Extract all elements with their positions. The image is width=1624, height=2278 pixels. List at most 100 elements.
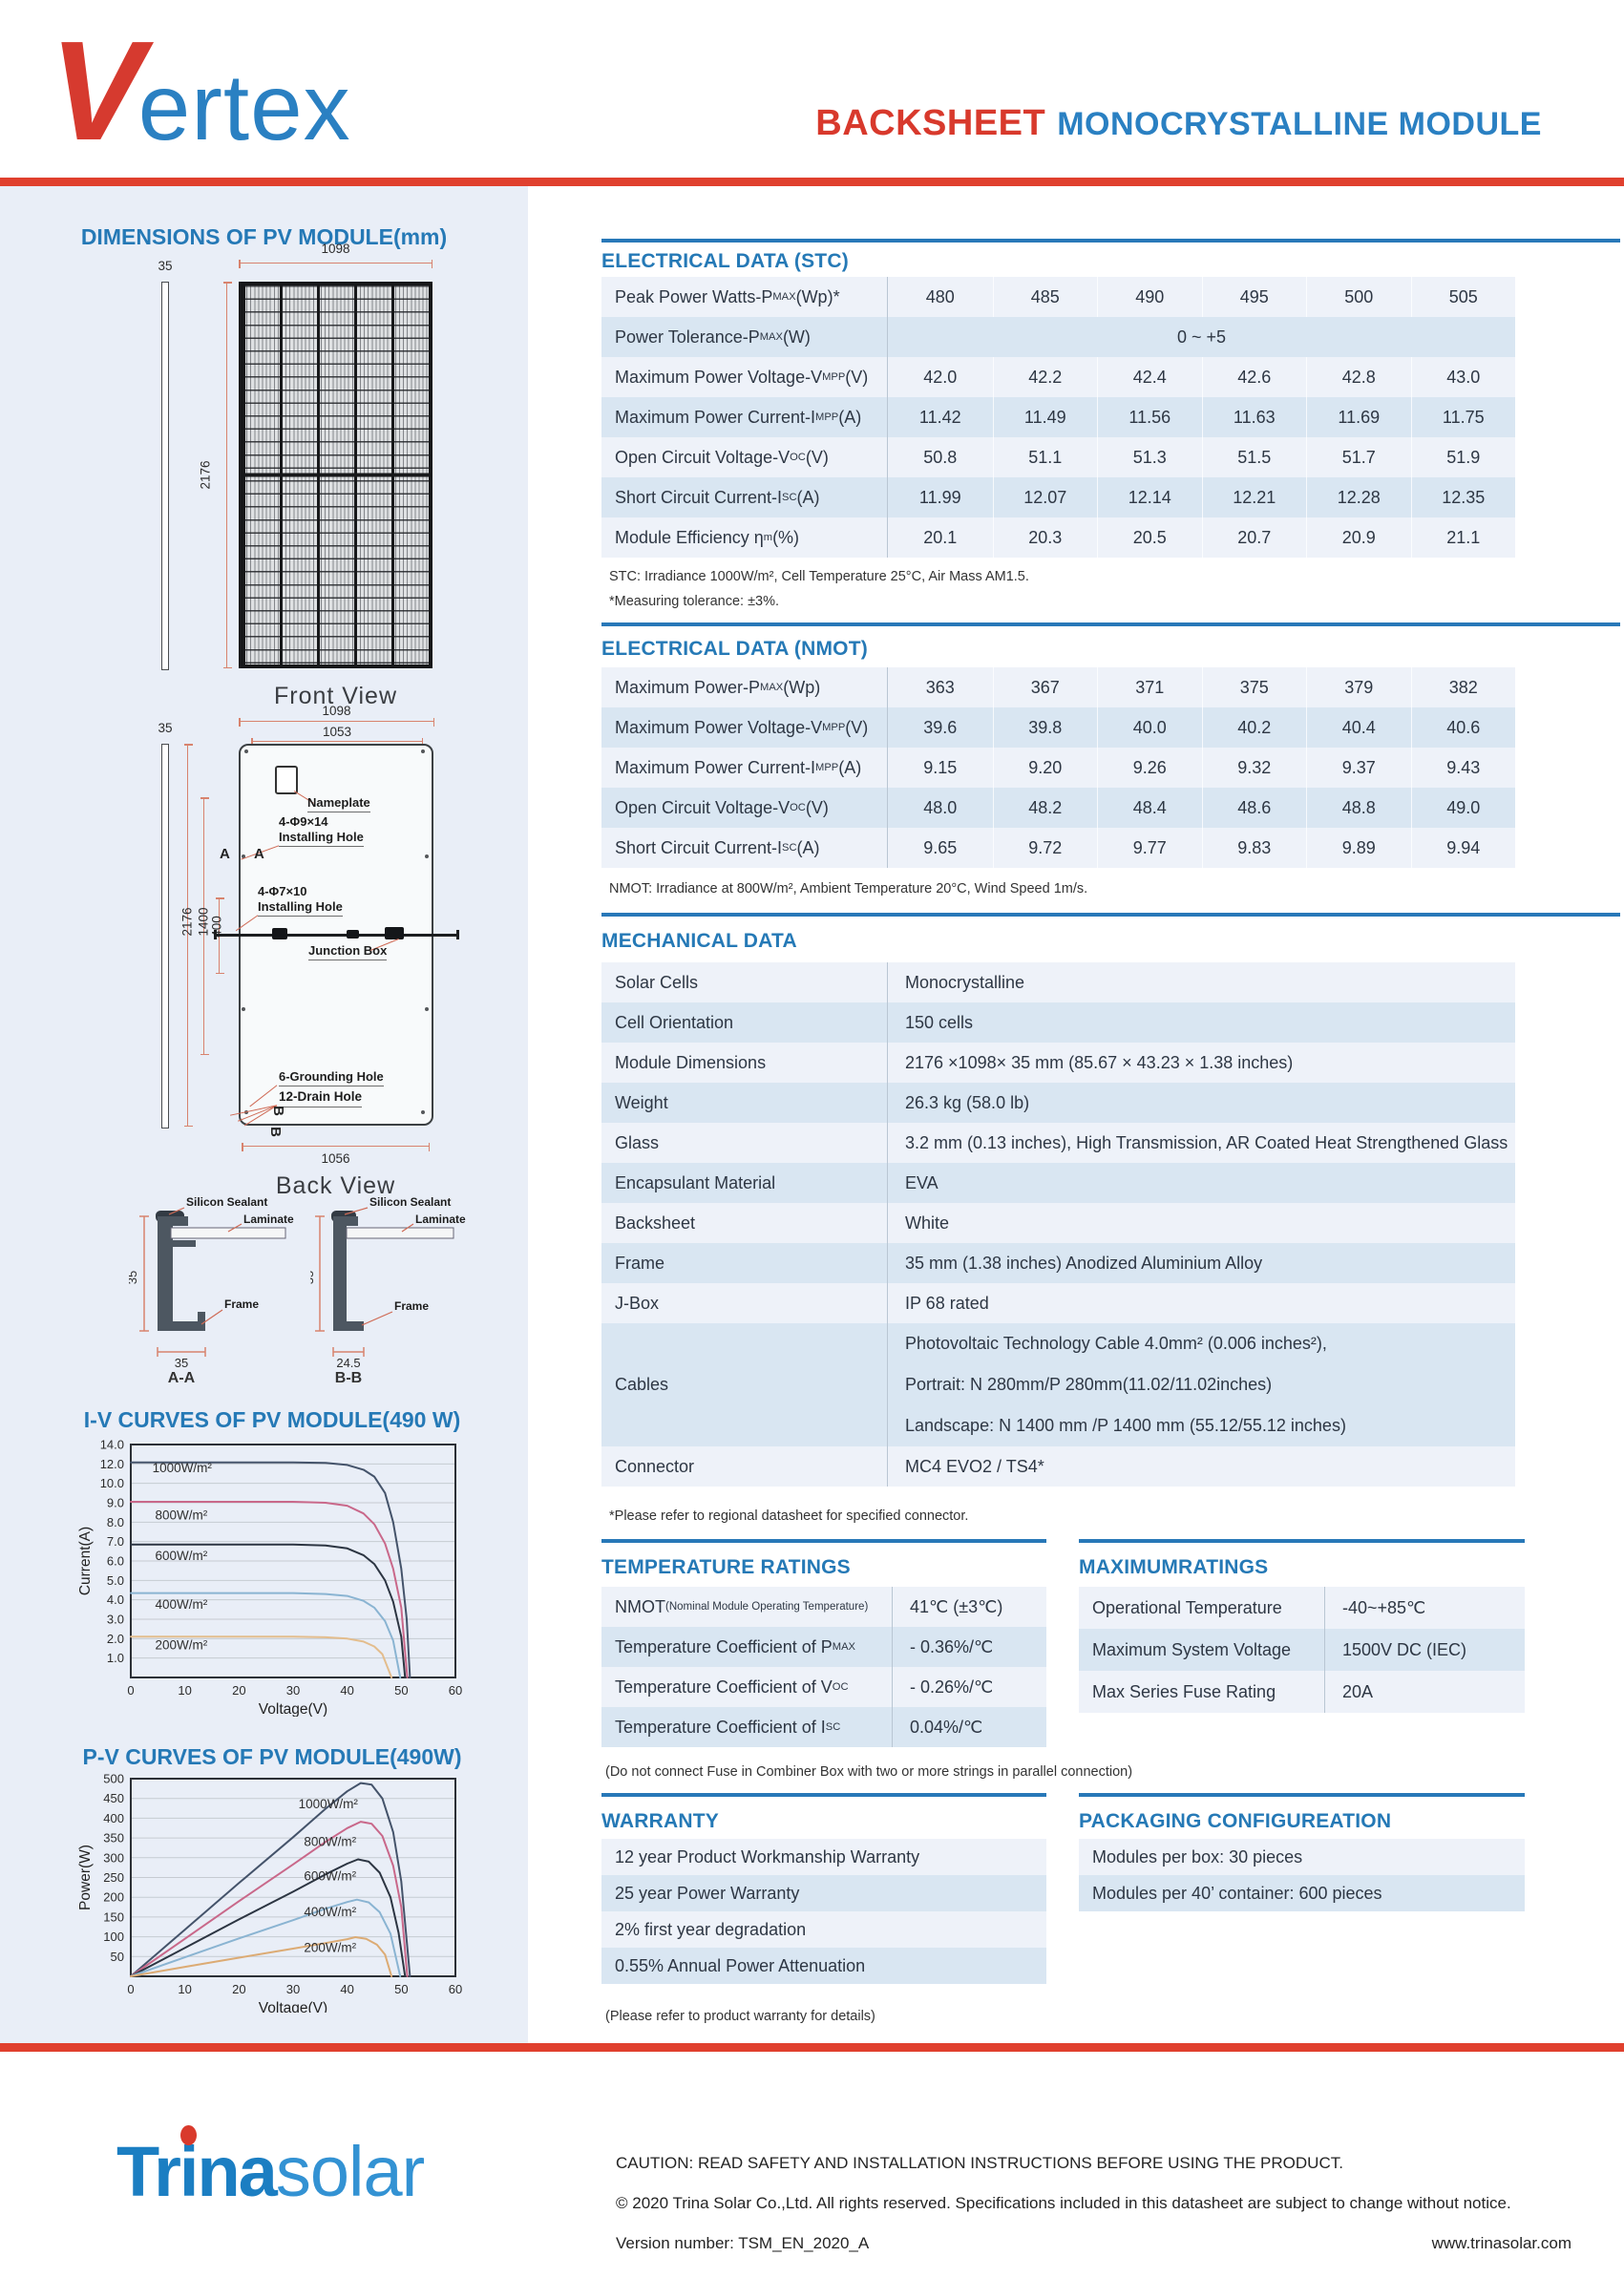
pv-curves-chart: 50 100 150 200 250 300 350 400 450 500 0 10 20 30 40 50…	[76, 1764, 468, 2017]
row-value: -40~+85℃	[1342, 1597, 1426, 1617]
caution-text: CAUTION: READ SAFETY AND INSTALLATION IN…	[616, 2154, 1343, 2172]
svg-text:60: 60	[449, 1683, 462, 1698]
svg-text:Power(W): Power(W)	[77, 1845, 94, 1910]
cable-end-cap	[214, 930, 217, 939]
row-value: 9.72	[992, 828, 1098, 868]
row-value: 20.7	[1201, 517, 1307, 558]
row-label: Short Circuit Current-I SC (A)	[601, 828, 888, 868]
warranty-section-title: WARRANTY	[601, 1810, 719, 1832]
table-row: Cables Photovoltaic Technology Cable 4.0m…	[601, 1323, 1515, 1446]
svg-text:450: 450	[103, 1791, 124, 1805]
drain-hole-label: 12-Drain Hole	[279, 1089, 363, 1107]
vertex-logo-rest: ertex	[137, 54, 351, 159]
stc-footnote-1: STC: Irradiance 1000W/m², Cell Temperatu…	[609, 569, 1029, 584]
junction-box-symbol	[347, 930, 359, 939]
row-label: Cables	[601, 1323, 888, 1446]
row-value: 26.3 kg (58.0 lb)	[888, 1083, 1515, 1123]
row-value: White	[888, 1203, 1515, 1243]
row-value: 0.04%/℃	[910, 1717, 983, 1737]
row-label: Short Circuit Current-I SC (A)	[601, 477, 888, 517]
row-value: 9.77	[1097, 828, 1202, 868]
svg-text:Voltage(V): Voltage(V)	[259, 2000, 327, 2013]
website-link[interactable]: www.trinasolar.com	[1431, 2234, 1571, 2252]
row-value: 51.7	[1306, 437, 1411, 477]
row-label: Maximum Power Current-I MPP (A)	[601, 397, 888, 437]
section-b-frame-label: Frame	[394, 1299, 429, 1313]
packaging-list: Modules per box: 30 pieces Modules per 40…	[1079, 1839, 1525, 1911]
svg-text:10: 10	[178, 1683, 191, 1698]
footer-divider	[0, 2043, 1624, 2052]
row-value: 9.37	[1306, 748, 1411, 788]
frame-screw-dot	[421, 749, 425, 753]
chart-svg: 50 100 150 200 250 300 350 400 450 500 0 10 20 30 40 50…	[77, 1772, 462, 2017]
table-row: Solar Cells Monocrystalline	[601, 962, 1515, 1002]
row-value: 495	[1201, 277, 1307, 317]
row-value-line: Landscape: N 1400 mm /P 1400 mm (55.12/5…	[905, 1416, 1346, 1435]
svg-text:0: 0	[127, 1982, 134, 1996]
table-row: Short Circuit Current-I SC (A) 9.65 9.72 9.7…	[601, 828, 1515, 868]
row-label: Cell Orientation	[601, 1002, 888, 1043]
installing-hole-dot	[425, 854, 429, 858]
table-row: 0.55% Annual Power Attenuation	[601, 1948, 1046, 1984]
svg-text:Voltage(V): Voltage(V)	[259, 1701, 327, 1717]
row-value: 9.20	[992, 748, 1098, 788]
svg-text:200: 200	[103, 1890, 124, 1905]
document-title: BACKSHEET MONOCRYSTALLINE MODULE	[764, 103, 1542, 144]
back-height-dim-line	[184, 744, 193, 1127]
nameplate-label: Nameplate	[307, 795, 370, 813]
section-a-sealant-label: Silicon Sealant	[186, 1195, 267, 1209]
trinasolar-logo: Tr i na solar	[116, 2125, 425, 2211]
version-text: Version number: TSM_EN_2020_A	[616, 2234, 870, 2252]
row-label: Maximum Power-P MAX (Wp)	[601, 667, 888, 707]
table-row: Frame 35 mm (1.38 inches) Anodized Alumin…	[601, 1243, 1515, 1283]
svg-text:9.0: 9.0	[107, 1496, 124, 1510]
vertex-logo-v: V	[50, 12, 144, 170]
section-b-height-label: 35	[310, 1271, 316, 1284]
svg-text:1000W/m²: 1000W/m²	[299, 1797, 359, 1811]
row-label: Open Circuit Voltage-V OC (V)	[601, 788, 888, 828]
stc-section-title: ELECTRICAL DATA (STC)	[601, 250, 849, 272]
list-item: Modules per 40’ container: 600 pieces	[1092, 1883, 1382, 1903]
svg-text:4.0: 4.0	[107, 1592, 124, 1607]
fuse-footnote: (Do not connect Fuse in Combiner Box wit…	[605, 1764, 1133, 1780]
section-b-b-drawing: 35 24.5 B-B Silicon Sealant Laminate Fra…	[310, 1195, 466, 1384]
row-value: 500	[1306, 277, 1411, 317]
row-value: 9.15	[923, 757, 958, 777]
trinasolar-logo-i: i	[179, 2125, 199, 2211]
section-rule	[601, 913, 1620, 917]
installing-hole1-size: 4-Φ9×14	[279, 814, 328, 829]
row-value-line: MC4 EVO2 / TS4*	[905, 1456, 1044, 1476]
row-value: IP 68 rated	[888, 1283, 1515, 1323]
junction-box-symbol	[385, 927, 404, 939]
module-front-view-drawing	[239, 282, 432, 668]
dimensions-title: DIMENSIONS OF PV MODULE(mm)	[80, 224, 448, 249]
row-value: 35 mm (1.38 inches) Anodized Aluminium A…	[888, 1243, 1515, 1283]
row-label: Weight	[601, 1083, 888, 1123]
row-value: 50.8	[923, 447, 958, 467]
table-row: 12 year Product Workmanship Warranty	[601, 1839, 1046, 1875]
row-value: 9.32	[1201, 748, 1307, 788]
svg-text:30: 30	[286, 1982, 300, 1996]
svg-text:40: 40	[340, 1683, 353, 1698]
row-value: 41℃ (±3℃)	[910, 1596, 1003, 1616]
back-400-label: 400	[209, 916, 224, 938]
row-value-line: Monocrystalline	[905, 972, 1025, 992]
row-label: Power Tolerance-P MAX (W)	[601, 317, 888, 357]
svg-text:50: 50	[111, 1950, 124, 1964]
row-value: 42.4	[1097, 357, 1202, 397]
installing-hole1-label: Installing Hole	[279, 830, 364, 848]
back-thickness-label: 35	[158, 721, 173, 735]
installing-hole-dot	[242, 1007, 245, 1011]
row-label: Open Circuit Voltage-V OC (V)	[601, 437, 888, 477]
row-value: 48.8	[1306, 788, 1411, 828]
section-a-frame-label: Frame	[224, 1297, 259, 1311]
row-value: 51.1	[992, 437, 1098, 477]
table-row: Short Circuit Current-I SC (A) 11.99 12.07 1…	[601, 477, 1515, 517]
svg-text:100: 100	[103, 1930, 124, 1944]
row-value: 367	[992, 667, 1098, 707]
row-value: 48.4	[1097, 788, 1202, 828]
row-value-line: 3.2 mm (0.13 inches), High Transmission,…	[905, 1132, 1508, 1152]
trinasolar-logo-na: na	[197, 2132, 277, 2211]
chart-svg: 1.0 2.0 3.0 4.0 5.0 6.0 7.0 8.0 9.0 10.0 12.0 14.0 0…	[77, 1438, 462, 1719]
